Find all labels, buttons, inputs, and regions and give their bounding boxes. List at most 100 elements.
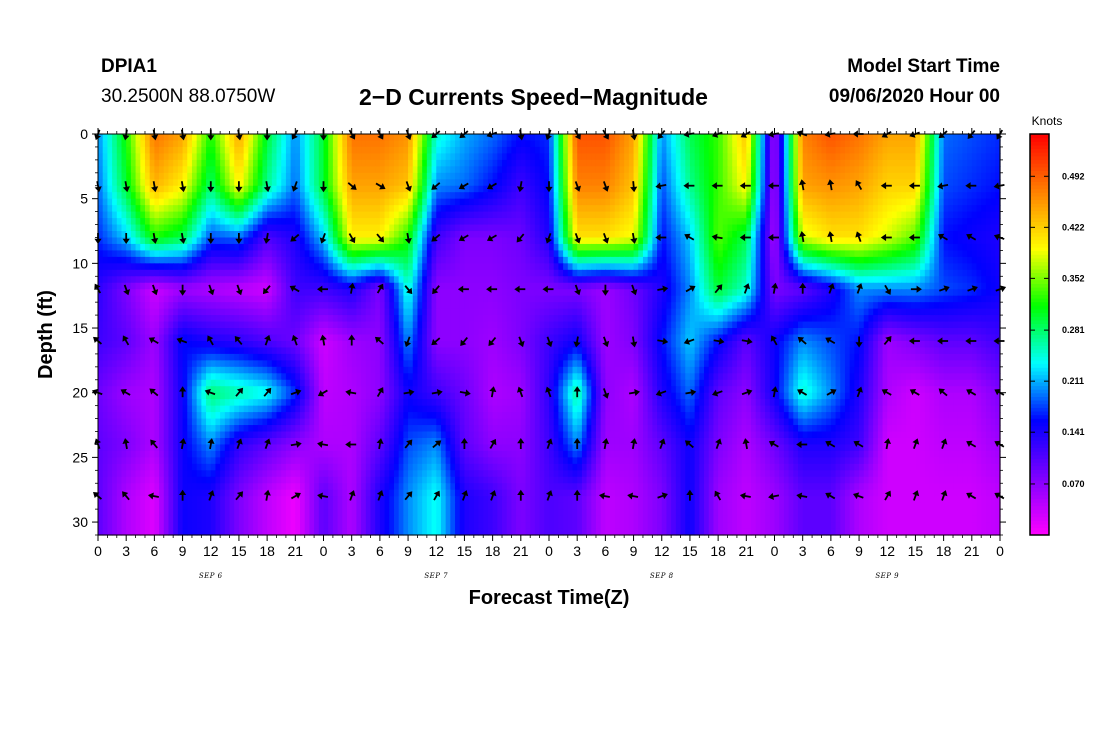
heatmap-cell (102, 153, 108, 161)
heatmap-cell (689, 166, 696, 174)
heatmap-cell (440, 198, 447, 206)
heatmap-cell (920, 198, 926, 206)
heatmap-cell (431, 198, 437, 206)
heatmap-cell (887, 134, 893, 142)
heatmap-cell (196, 185, 202, 193)
heatmap-cell (642, 218, 649, 226)
heatmap-cell (600, 269, 606, 277)
heatmap-cell (309, 295, 315, 303)
heatmap-cell (187, 256, 193, 264)
heatmap-cell (459, 179, 466, 187)
heatmap-cell (666, 250, 672, 258)
heatmap-cell (595, 218, 602, 226)
heatmap-cell (891, 134, 898, 142)
heatmap-cell (812, 205, 818, 213)
heatmap-cell (619, 276, 625, 284)
heatmap-cell (821, 243, 827, 252)
heatmap-cell (835, 166, 841, 174)
heatmap-cell (657, 263, 663, 271)
heatmap-cell (455, 205, 461, 213)
heatmap-cell (318, 159, 325, 167)
heatmap-cell (337, 159, 343, 167)
heatmap-cell (591, 250, 597, 258)
heatmap-cell (379, 153, 386, 161)
heatmap-cell (422, 192, 428, 200)
heatmap-cell (849, 218, 855, 226)
heatmap-cell (379, 205, 386, 213)
heatmap-cell (464, 282, 470, 290)
heatmap-cell (732, 211, 738, 219)
heatmap-cell (314, 289, 320, 297)
heatmap-cell (863, 198, 870, 206)
heatmap-cell (398, 289, 404, 297)
heatmap-cell (243, 250, 249, 258)
heatmap-cell (647, 263, 653, 271)
heatmap-cell (210, 250, 217, 258)
heatmap-cell (638, 243, 644, 252)
heatmap-cell (154, 179, 160, 187)
heatmap-cell (910, 211, 917, 219)
heatmap-cell (426, 192, 433, 200)
heatmap-cell (215, 153, 221, 161)
heatmap-cell (675, 179, 682, 187)
heatmap-cell (478, 289, 484, 297)
heatmap-cell (948, 276, 954, 284)
heatmap-cell (130, 134, 137, 142)
heatmap-cell (807, 231, 813, 239)
heatmap-cell (440, 263, 447, 271)
heatmap-cell (520, 211, 527, 219)
heatmap-cell (426, 289, 433, 297)
heatmap-cell (473, 185, 480, 193)
heatmap-cell (549, 237, 555, 245)
heatmap-cell (220, 243, 226, 252)
heatmap-cell (675, 250, 682, 258)
heatmap-cell (379, 231, 386, 239)
heatmap-cell (450, 295, 456, 303)
heatmap-cell (638, 224, 644, 232)
heatmap-cell (765, 295, 771, 303)
heatmap-cell (666, 205, 672, 213)
heatmap-cell (840, 134, 846, 142)
heatmap-cell (577, 276, 583, 284)
heatmap-cell (403, 159, 409, 167)
heatmap-cell (835, 172, 841, 180)
heatmap-cell (586, 269, 592, 277)
heatmap-cell (600, 224, 606, 232)
heatmap-cell (422, 198, 428, 206)
heatmap-cell (713, 237, 719, 245)
heatmap-cell (877, 295, 884, 303)
heatmap-cell (393, 263, 400, 271)
heatmap-cell (520, 153, 527, 161)
heatmap-cell (173, 134, 179, 142)
heatmap-cell (107, 276, 113, 284)
heatmap-cell (915, 179, 921, 187)
heatmap-cell (346, 269, 353, 277)
heatmap-cell (558, 211, 564, 219)
heatmap-cell (887, 179, 893, 187)
heatmap-cell (389, 295, 395, 303)
heatmap-cell (760, 263, 766, 271)
heatmap-cell (154, 134, 160, 142)
heatmap-cell (426, 211, 433, 219)
heatmap-cell (408, 205, 414, 213)
heatmap-cell (337, 263, 343, 271)
heatmap-cell (248, 166, 254, 174)
heatmap-cell (962, 231, 968, 239)
heatmap-cell (300, 179, 306, 187)
heatmap-cell (375, 224, 381, 232)
heatmap-cell (398, 276, 404, 284)
heatmap-cell (793, 231, 799, 239)
heatmap-cell (628, 198, 635, 206)
heatmap-cell (906, 256, 912, 264)
heatmap-cell (445, 237, 451, 245)
heatmap-cell (647, 282, 653, 290)
heatmap-cell (600, 243, 606, 252)
heatmap-cell (802, 166, 808, 174)
heatmap-cell (337, 140, 343, 148)
heatmap-cell (220, 295, 226, 303)
heatmap-cell (675, 172, 682, 180)
heatmap-cell (572, 237, 578, 245)
heatmap-cell (718, 153, 724, 161)
heatmap-cell (304, 289, 311, 297)
heatmap-cell (300, 243, 306, 252)
